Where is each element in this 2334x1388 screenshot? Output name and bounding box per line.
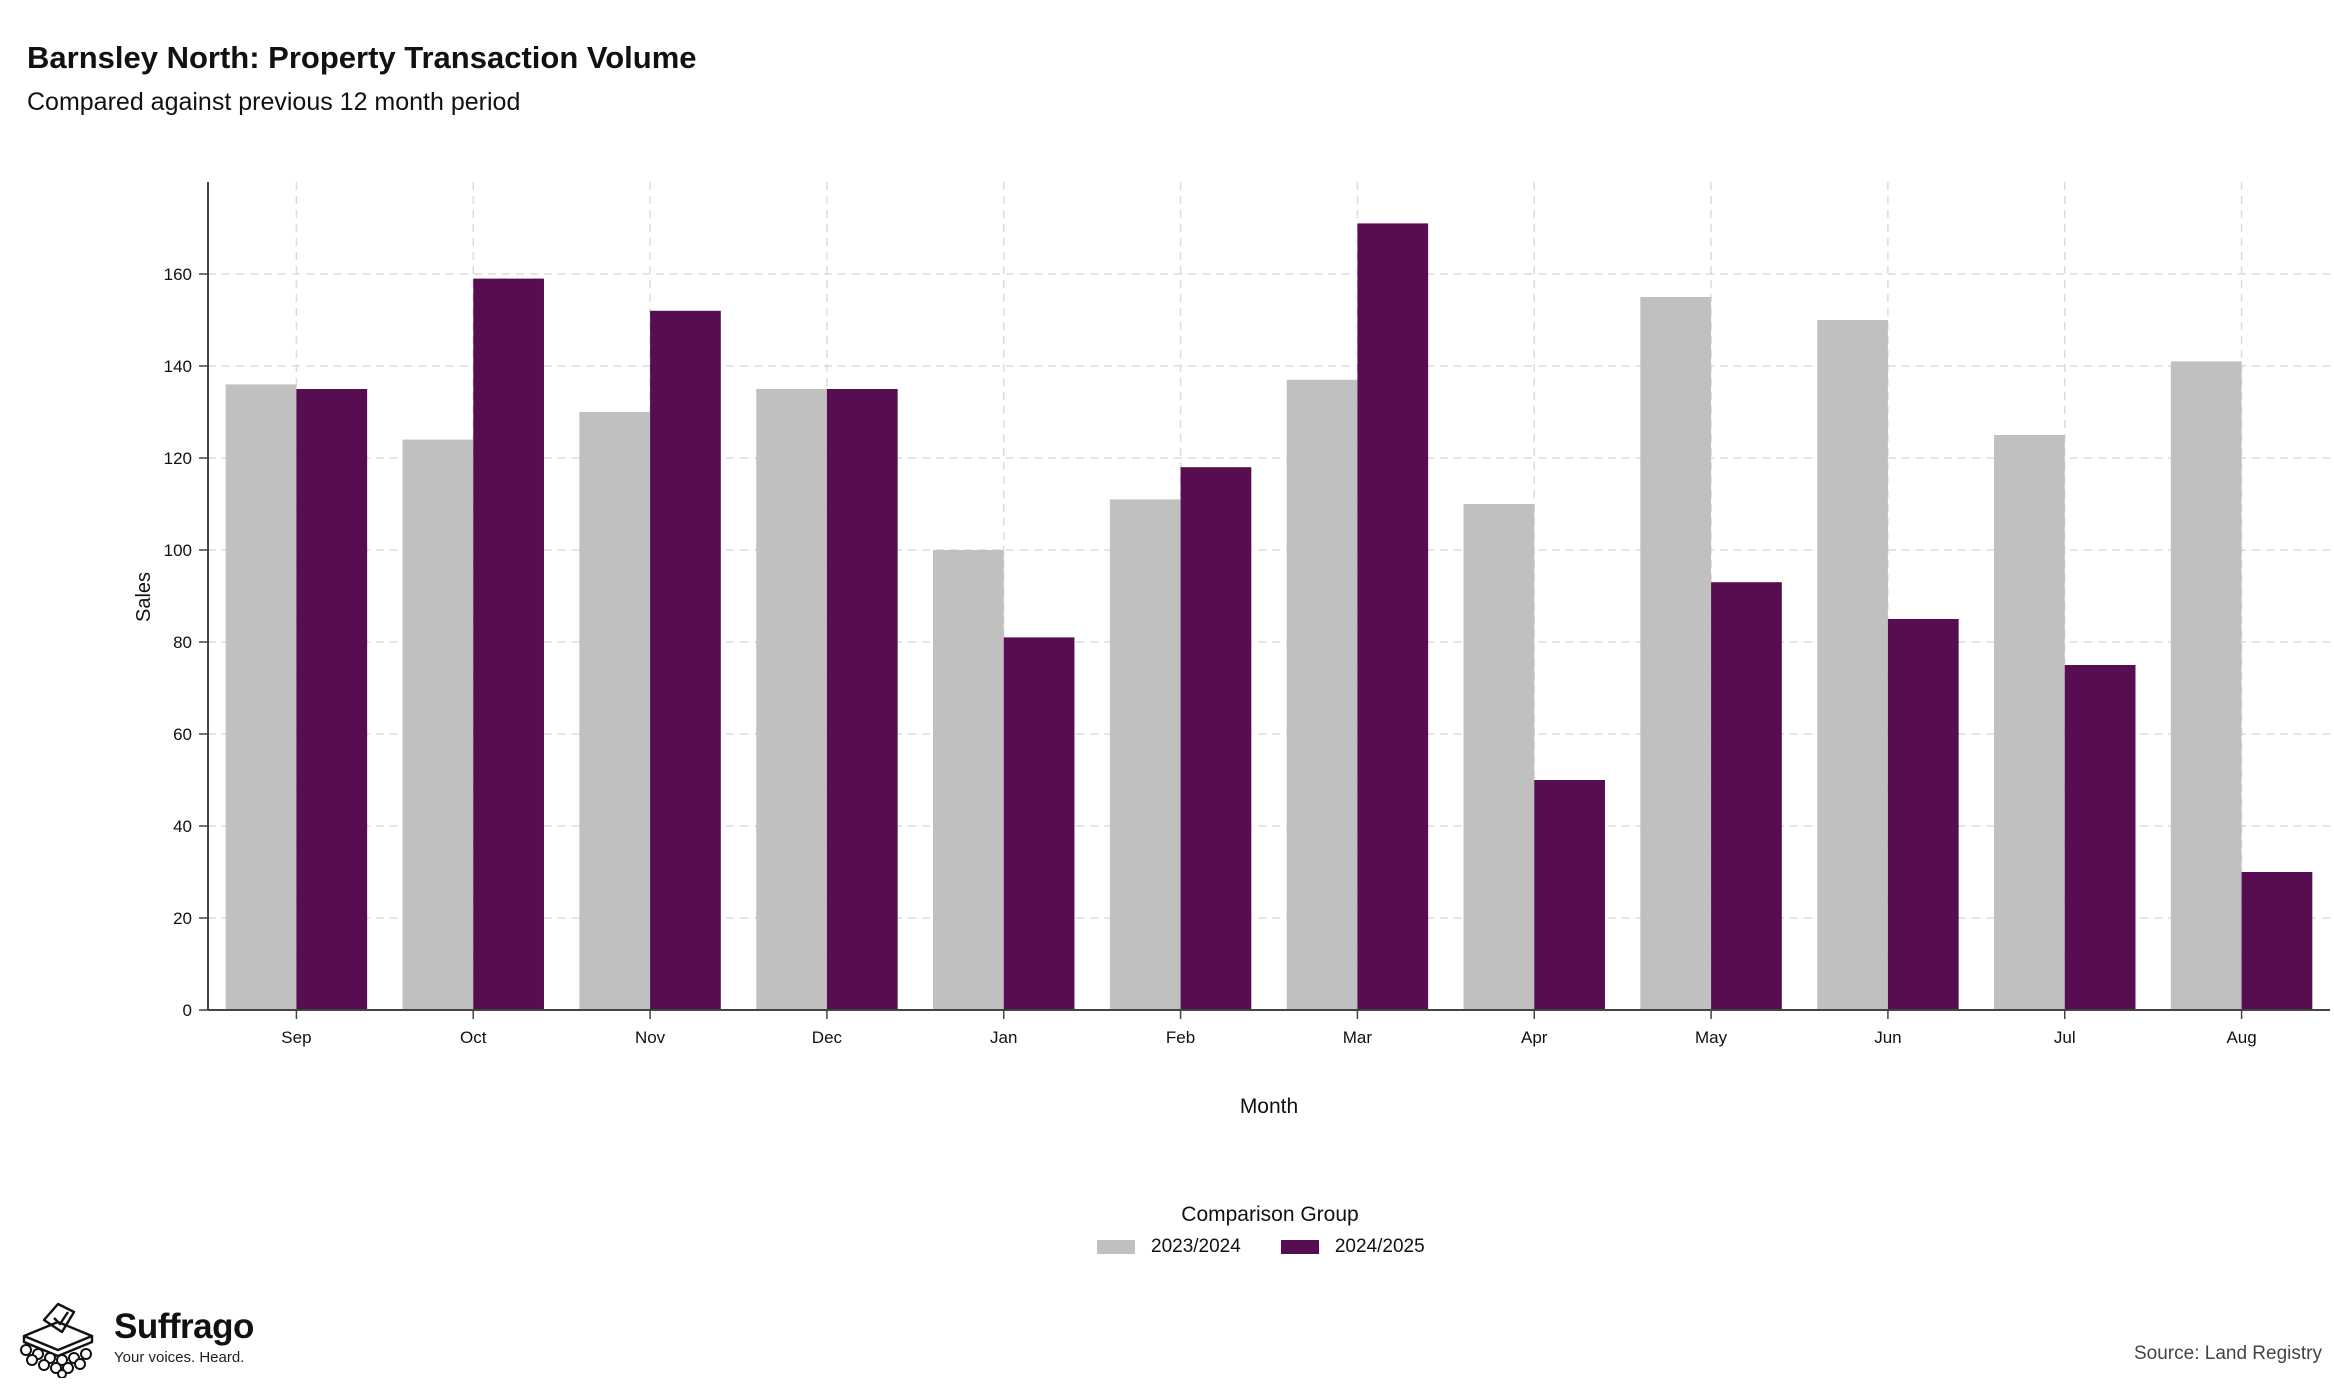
y-tick-label: 160 <box>164 265 192 284</box>
suffrago-logo: Suffrago Your voices. Heard. <box>14 1296 254 1378</box>
x-tick-label: Mar <box>1343 1028 1373 1047</box>
bars <box>225 223 2313 1011</box>
bar-2024-2025-mar <box>1357 223 1429 1010</box>
x-tick-label: Aug <box>2226 1028 2256 1047</box>
chart-subtitle: Compared against previous 12 month perio… <box>27 88 521 116</box>
bar-2023-2024-feb <box>1109 499 1181 1010</box>
x-tick-label: Jan <box>990 1028 1017 1047</box>
x-tick-label: Jul <box>2054 1028 2076 1047</box>
x-tick-label: Feb <box>1166 1028 1195 1047</box>
legend-label-2023-2024: 2023/2024 <box>1151 1236 1241 1257</box>
legend-title: Comparison Group <box>1181 1203 1359 1226</box>
bar-2024-2025-aug <box>2241 872 2313 1010</box>
x-tick-label: Dec <box>812 1028 843 1047</box>
bar-chart: 0 20 40 60 80 100 120 140 160 Sep Oct Nov Dec Jan Feb M… <box>133 182 2330 1118</box>
bar-2023-2024-aug <box>2170 361 2242 1010</box>
y-tick-label: 60 <box>173 725 192 744</box>
bar-2024-2025-nov <box>650 310 721 1010</box>
legend: 2023/2024 2024/2025 <box>1097 1236 1465 1258</box>
x-tick-label: Jun <box>1874 1028 1901 1047</box>
bar-2023-2024-oct <box>402 439 474 1011</box>
chart-title: Barnsley North: Property Transaction Vol… <box>27 40 697 75</box>
bar-2024-2025-apr <box>1534 780 1605 1010</box>
bar-2024-2025-oct <box>473 278 544 1011</box>
y-tick-label: 20 <box>173 909 192 928</box>
bar-2023-2024-dec <box>756 389 827 1010</box>
source-note: Source: Land Registry <box>2134 1343 2322 1364</box>
brand-name: Suffrago <box>114 1306 254 1346</box>
legend-item-2024-2025: 2024/2025 <box>1280 1236 1425 1258</box>
y-tick-label: 100 <box>164 541 192 560</box>
y-axis-label: Sales <box>133 572 155 622</box>
bar-2024-2025-jan <box>1003 637 1075 1010</box>
y-tick-label: 40 <box>173 817 192 836</box>
bar-2024-2025-jul <box>2064 665 2136 1010</box>
legend-label-2024-2025: 2024/2025 <box>1334 1236 1425 1257</box>
bar-2024-2025-sep <box>296 389 368 1010</box>
y-tick-label: 120 <box>164 449 192 468</box>
x-tick-label: Apr <box>1521 1028 1548 1047</box>
bar-2023-2024-jan <box>933 550 1004 1010</box>
bar-2023-2024-apr <box>1463 504 1535 1010</box>
bar-2024-2025-jun <box>1887 619 1959 1010</box>
x-tick-label: May <box>1695 1028 1728 1047</box>
bar-2023-2024-nov <box>579 412 651 1010</box>
x-axis-label: Month <box>1240 1095 1298 1118</box>
x-tick-label: Sep <box>281 1028 311 1047</box>
bar-2023-2024-may <box>1640 297 1712 1010</box>
ballot-box-icon <box>20 1302 94 1378</box>
bar-2023-2024-mar <box>1286 379 1358 1010</box>
legend-item-2023-2024: 2023/2024 <box>1097 1236 1241 1258</box>
y-tick-label: 0 <box>183 1001 192 1020</box>
x-tick-label: Oct <box>460 1028 487 1047</box>
x-tick-label: Nov <box>635 1028 666 1047</box>
brand-tagline: Your voices. Heard. <box>114 1348 245 1366</box>
bar-2024-2025-may <box>1711 582 1782 1010</box>
bar-2023-2024-sep <box>225 384 297 1010</box>
bar-2024-2025-feb <box>1180 467 1252 1010</box>
legend-swatch-2024-2025 <box>1280 1240 1319 1254</box>
bar-2023-2024-jul <box>1994 435 2065 1010</box>
bar-2023-2024-jun <box>1817 320 1888 1010</box>
legend-swatch-2023-2024 <box>1097 1240 1135 1254</box>
y-tick-label: 140 <box>164 357 192 376</box>
y-tick-label: 80 <box>173 633 192 652</box>
axes: 0 20 40 60 80 100 120 140 160 Sep Oct Nov Dec Jan Feb M… <box>164 182 2330 1047</box>
bar-2024-2025-dec <box>826 389 898 1010</box>
